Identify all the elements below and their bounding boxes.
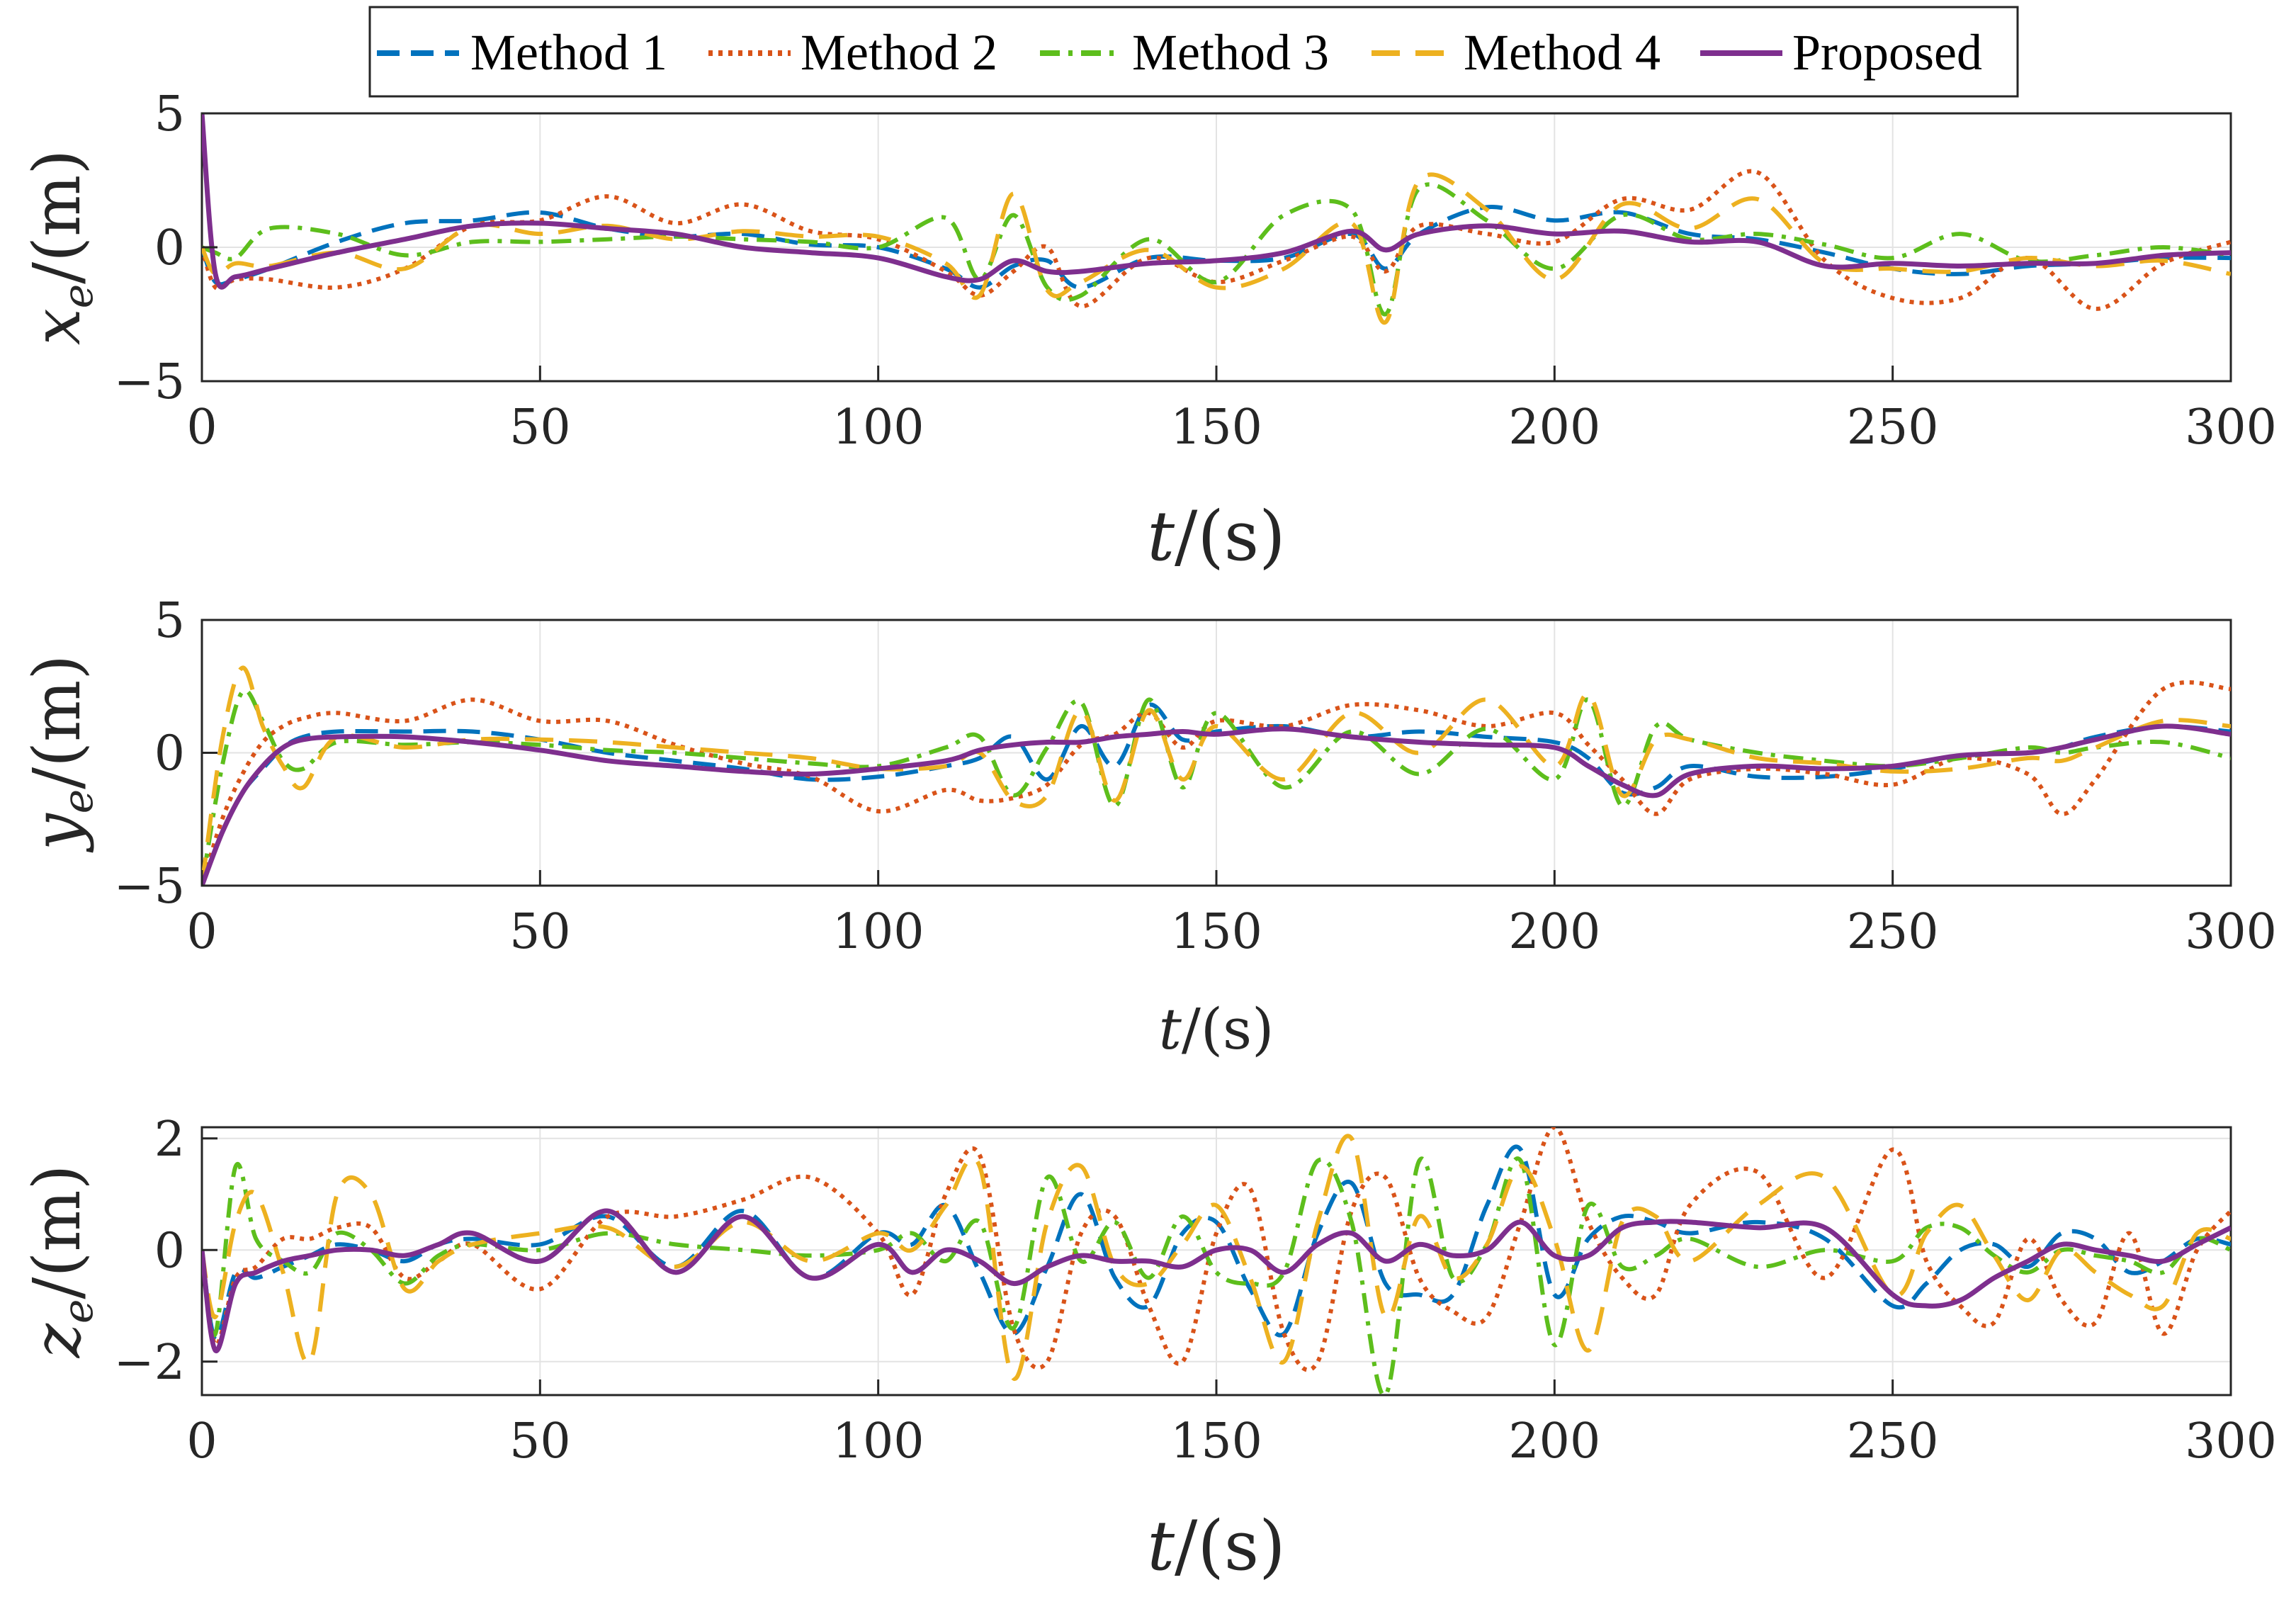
- panel-y-xlabel: t/(s): [1159, 996, 1274, 1062]
- x-tick-label: 200: [1508, 904, 1600, 960]
- legend-label-method-2: Method 2: [801, 24, 997, 81]
- series-line-proposed: [202, 723, 2231, 886]
- y-tick-label: 0: [154, 220, 185, 276]
- legend-label-method-4: Method 4: [1464, 24, 1661, 81]
- x-tick-label: 150: [1170, 904, 1262, 960]
- x-tick-label: 50: [509, 1413, 571, 1469]
- y-tick-label: 5: [154, 86, 185, 142]
- x-tick-label: 300: [2185, 400, 2277, 456]
- x-tick-label: 250: [1847, 400, 1939, 456]
- series-line-method-3: [202, 182, 2231, 317]
- series-line-method-2: [202, 680, 2231, 886]
- x-tick-label: 150: [1170, 1413, 1262, 1469]
- legend-entry-proposed: Proposed: [1700, 24, 1982, 81]
- series-line-proposed: [202, 113, 2231, 290]
- x-tick-label: 100: [832, 1413, 924, 1469]
- legend-entry-method-3: Method 3: [1040, 24, 1329, 81]
- y-tick-label: 0: [154, 1223, 185, 1279]
- legend-label-method-3: Method 3: [1132, 24, 1329, 81]
- panel-z-xlabel: t/(s): [1147, 1506, 1285, 1586]
- x-tick-label: 50: [509, 400, 571, 456]
- legend-label-method-1: Method 1: [470, 24, 667, 81]
- panel-z-ylabel: ze/(m): [19, 1165, 102, 1359]
- panel-y-series: [202, 665, 2231, 886]
- x-tick-label: 200: [1508, 400, 1600, 456]
- series-line-method-4: [202, 665, 2231, 886]
- x-tick-label: 250: [1847, 1413, 1939, 1469]
- x-tick-label: 0: [186, 400, 217, 456]
- y-tick-label: −5: [114, 354, 185, 410]
- series-line-method-3: [202, 688, 2231, 886]
- panel-x-ylabel: xe/(m): [19, 149, 102, 345]
- x-tick-label: 100: [832, 904, 924, 960]
- x-tick-label: 200: [1508, 1413, 1600, 1469]
- y-tick-label: 5: [154, 593, 185, 649]
- x-tick-label: 300: [2185, 904, 2277, 960]
- series-line-method-1: [202, 204, 2231, 290]
- x-tick-label: 0: [186, 904, 217, 960]
- series-line-method-1: [202, 1144, 2231, 1342]
- y-tick-label: 0: [154, 726, 185, 782]
- legend-entry-method-2: Method 2: [708, 24, 997, 81]
- panel-x-xlabel: t/(s): [1147, 497, 1285, 576]
- panel-y-ylabel: ye/(m): [19, 655, 102, 853]
- y-tick-label: 2: [154, 1112, 185, 1168]
- legend: Method 1 Method 2 Method 3 Method 4 Prop…: [368, 6, 2019, 98]
- x-tick-label: 300: [2185, 1413, 2277, 1469]
- series-line-proposed: [202, 1208, 2231, 1353]
- y-tick-label: −2: [114, 1335, 185, 1391]
- x-tick-label: 250: [1847, 904, 1939, 960]
- panel-x-series: [202, 113, 2231, 325]
- x-tick-label: 0: [186, 1413, 217, 1469]
- legend-entry-method-4: Method 4: [1372, 24, 1661, 81]
- y-tick-label: −5: [114, 859, 185, 915]
- x-tick-label: 100: [832, 400, 924, 456]
- legend-entry-method-1: Method 1: [377, 24, 667, 81]
- x-tick-label: 50: [509, 904, 571, 960]
- legend-label-proposed: Proposed: [1792, 24, 1982, 81]
- series-line-method-3: [202, 1156, 2231, 1395]
- series-line-method-1: [202, 702, 2231, 886]
- panel-y-grid: [201, 619, 2232, 886]
- panel-z-series: [202, 1127, 2231, 1395]
- x-tick-label: 150: [1170, 400, 1262, 456]
